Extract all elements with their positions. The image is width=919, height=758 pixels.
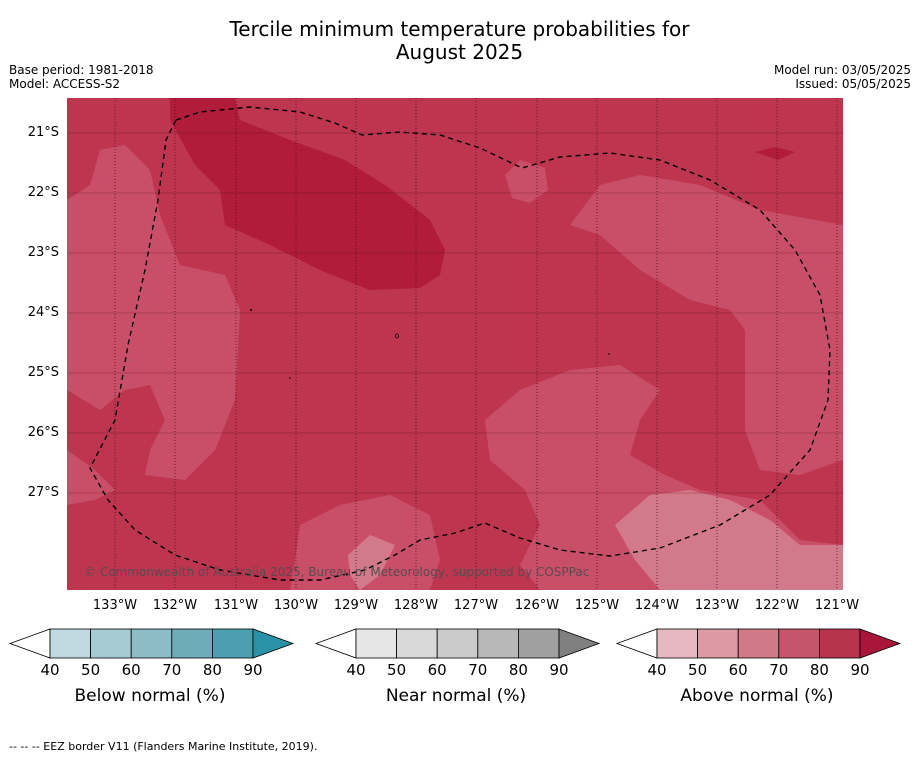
above-60-region [615, 490, 843, 590]
colorbar-tick-label: 50 [688, 661, 708, 679]
issued-date: Issued: 05/05/2025 [795, 77, 911, 91]
colorbar-low-extend [314, 628, 357, 659]
longitude-label: 124°W [634, 598, 680, 613]
above-70-region [67, 145, 240, 480]
above-90-region [755, 147, 795, 160]
colorbar-tick-label: 60 [121, 661, 141, 679]
longitude-label: 131°W [213, 598, 259, 613]
latitude-label: 25°S [27, 365, 59, 380]
probability-map [67, 98, 843, 590]
title-line-1: Tercile minimum temperature probabilitie… [229, 17, 690, 41]
longitude-label: 122°W [754, 598, 800, 613]
colorbar-segment [436, 628, 479, 659]
colorbar-tick-label: 70 [769, 661, 789, 679]
colorbar-tick-label: 40 [40, 661, 60, 679]
model-name: Model: ACCESS-S2 [9, 77, 121, 91]
eez-footnote: -- -- -- EEZ border V11 (Flanders Marine… [9, 740, 318, 753]
colorbar-segment [90, 628, 132, 659]
colorbar-segment [49, 628, 91, 659]
colorbar-segment [211, 628, 254, 659]
latitude-label: 27°S [27, 485, 59, 500]
colorbar-low-extend [615, 628, 658, 659]
above-90-region [170, 98, 445, 290]
colorbar-tick-label: 40 [346, 661, 366, 679]
colorbar-segment [697, 628, 739, 659]
latitude-label: 26°S [27, 425, 59, 440]
longitude-label: 123°W [694, 598, 740, 613]
copyright-notice: © Commonwealth of Australia 2025, Bureau… [84, 565, 590, 579]
latitude-label: 21°S [27, 125, 59, 140]
meta-left: Base period: 1981-2018 Model: ACCESS-S2 [9, 63, 154, 91]
longitude-label: 128°W [393, 598, 439, 613]
colorbar-segment [171, 628, 213, 659]
colorbar-tick-label: 40 [647, 661, 667, 679]
colorbar-tick-label: 80 [508, 661, 528, 679]
colorbar-tick-label: 70 [162, 661, 182, 679]
colorbar-tick-label: 50 [387, 661, 407, 679]
colorbar-tick-label: 70 [468, 661, 488, 679]
model-run: Model run: 03/05/2025 [773, 63, 911, 77]
colorbar-tick-label: 60 [728, 661, 748, 679]
colorbar-segment [477, 628, 519, 659]
longitude-label: 126°W [514, 598, 560, 613]
colorbar-tick-label: 80 [809, 661, 829, 679]
colorbar-tick-label: 90 [850, 661, 870, 679]
longitude-label: 125°W [574, 598, 620, 613]
longitude-label: 121°W [814, 598, 860, 613]
longitude-label: 130°W [273, 598, 319, 613]
colorbar-tick-label: 50 [81, 661, 101, 679]
island-marker [250, 309, 252, 311]
longitude-label: 132°W [152, 598, 198, 613]
colorbar-segment [355, 628, 397, 659]
colorbar-segment [130, 628, 173, 659]
colorbar-tick-label: 80 [202, 661, 222, 679]
colorbar-tick-label: 60 [427, 661, 447, 679]
island-marker [608, 353, 610, 355]
colorbar-high-extend [558, 628, 601, 659]
above-60-region [348, 535, 395, 590]
island-marker [395, 333, 399, 339]
colorbar-title: Below normal (%) [74, 686, 226, 706]
colorbar-segment [737, 628, 780, 659]
colorbar-segment [778, 628, 820, 659]
chart-title: Tercile minimum temperature probabilitie… [0, 18, 919, 64]
colorbar-high-extend [859, 628, 902, 659]
colorbar-high-extend [252, 628, 295, 659]
longitude-label: 127°W [453, 598, 499, 613]
colorbar-low-extend [8, 628, 51, 659]
above-70-region [570, 175, 843, 475]
graticule [67, 98, 843, 590]
latitude-label: 24°S [27, 305, 59, 320]
colorbar-segment [656, 628, 698, 659]
colorbar-segment [518, 628, 560, 659]
longitude-label: 133°W [92, 598, 138, 613]
colorbar-title: Near normal (%) [385, 686, 527, 706]
above-70-region [67, 330, 125, 400]
colorbar-tick-label: 90 [549, 661, 569, 679]
colorbar-title: Above normal (%) [680, 686, 834, 706]
latitude-label: 22°S [27, 185, 59, 200]
longitude-label: 129°W [333, 598, 379, 613]
base-period: Base period: 1981-2018 [9, 63, 154, 77]
colorbar-segment [396, 628, 438, 659]
colorbars [8, 628, 902, 659]
title-line-2: August 2025 [395, 40, 524, 64]
latitude-label: 23°S [27, 245, 59, 260]
colorbar-tick-label: 90 [243, 661, 263, 679]
island-marker [289, 377, 291, 379]
colorbar-segment [819, 628, 861, 659]
meta-right: Model run: 03/05/2025 Issued: 05/05/2025 [774, 63, 911, 91]
